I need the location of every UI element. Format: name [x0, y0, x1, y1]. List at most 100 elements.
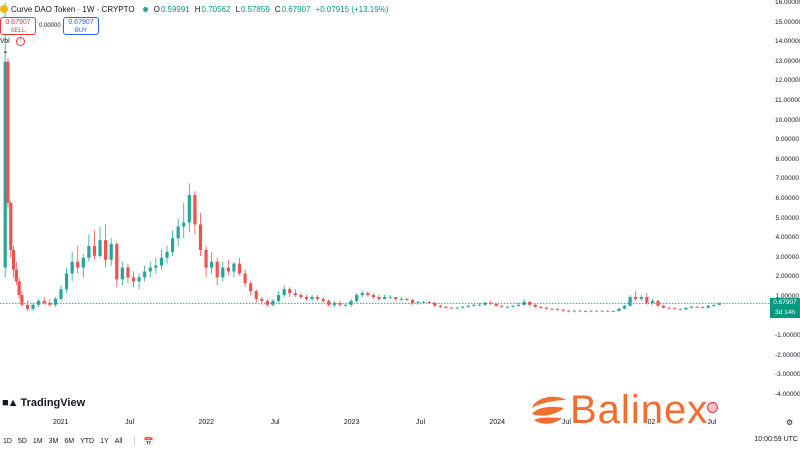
candle-body — [656, 300, 660, 306]
candle — [25, 300, 30, 311]
sell-button[interactable]: 0.67907 SELL — [0, 17, 36, 35]
candle — [198, 212, 203, 256]
candle — [561, 308, 565, 312]
candle-body — [115, 244, 119, 280]
candle-body — [483, 302, 487, 305]
candle-body — [544, 307, 549, 309]
candle — [717, 302, 721, 306]
candle-body — [299, 295, 303, 297]
candle — [405, 297, 409, 301]
candle-body — [472, 304, 476, 306]
candle — [399, 297, 403, 301]
candle-body — [11, 249, 16, 270]
curve-dao-token-icon — [0, 5, 8, 13]
candle-body — [120, 267, 124, 280]
range-ytd[interactable]: YTD — [80, 437, 95, 445]
candle — [304, 295, 309, 301]
range-all[interactable]: All — [114, 437, 123, 445]
candle — [237, 257, 242, 276]
symbol-title[interactable]: Curve DAO Token · 1W · CRYPTO — [11, 4, 135, 14]
candle-body — [221, 267, 225, 278]
candle-body — [343, 304, 348, 306]
buy-label: BUY — [74, 28, 88, 34]
price-tick-label: 12.00000 — [775, 77, 800, 85]
tradingview-logo[interactable]: ■▲ TradingView — [2, 397, 85, 409]
time-tick-label: Jul — [707, 419, 717, 426]
candle — [260, 297, 264, 305]
candle — [165, 246, 169, 264]
candle-body — [6, 61, 10, 203]
volume-label: Vol — [0, 38, 10, 45]
candle-body — [500, 305, 504, 307]
candle-body — [550, 308, 554, 310]
candle-body — [288, 289, 292, 294]
candle — [131, 271, 136, 288]
candle-body — [17, 281, 21, 296]
candle — [9, 200, 13, 258]
range-6m[interactable]: 6M — [64, 437, 75, 445]
bar-countdown: 3d 14h — [775, 309, 795, 316]
candle-body — [98, 240, 102, 256]
candle — [159, 249, 164, 270]
candle-body — [539, 306, 543, 308]
candle — [226, 259, 230, 276]
candle-body — [416, 301, 420, 303]
alert-bell-icon[interactable] — [707, 402, 718, 413]
candle-body — [583, 311, 588, 312]
range-1m[interactable]: 1M — [32, 437, 43, 445]
price-tick-label: -3.00000 — [775, 371, 800, 379]
candle — [104, 224, 108, 268]
candle — [115, 242, 119, 288]
candle-body — [14, 269, 18, 282]
range-1d[interactable]: 1D — [3, 437, 12, 445]
toolbar-divider — [134, 436, 136, 446]
candle-body — [321, 298, 325, 301]
candle-body — [383, 297, 387, 299]
candle — [20, 291, 24, 307]
volume-indicator[interactable]: Vol ! — [0, 37, 25, 46]
market-open-status-icon — [142, 6, 148, 12]
candle — [53, 297, 57, 307]
candle — [550, 307, 554, 311]
candle — [427, 300, 431, 304]
candle-body — [477, 304, 482, 306]
candle-body — [232, 263, 236, 272]
range-1y[interactable]: 1Y — [100, 437, 109, 445]
utc-clock[interactable]: 10:00:59 UTC — [754, 436, 798, 443]
candle — [366, 291, 370, 297]
candle — [572, 309, 576, 312]
range-5d[interactable]: 5D — [17, 437, 27, 445]
candle-body — [276, 295, 281, 301]
range-3m[interactable]: 3M — [48, 437, 59, 445]
chevron-up-icon[interactable]: ⌃ — [2, 50, 9, 59]
candle-body — [204, 249, 208, 268]
candle-body — [628, 297, 632, 306]
candle-body — [137, 277, 141, 282]
candle-body — [159, 257, 164, 266]
candle — [232, 261, 236, 278]
candle-body — [622, 305, 627, 309]
gear-icon[interactable]: ⚙ — [786, 418, 794, 427]
candle-body — [249, 283, 253, 292]
candle — [533, 303, 537, 308]
candle — [31, 302, 35, 311]
candle — [712, 304, 716, 307]
candle-body — [87, 246, 91, 258]
calendar-icon[interactable]: 📅 — [143, 436, 154, 446]
candle — [611, 310, 615, 312]
price-tick-label: 2.00000 — [775, 273, 800, 281]
warning-icon[interactable]: ! — [15, 37, 25, 46]
open-label: O — [153, 4, 160, 14]
candle — [299, 293, 303, 299]
candle — [92, 230, 97, 260]
candle — [494, 302, 498, 307]
candle — [282, 285, 286, 297]
candle — [37, 298, 41, 307]
buy-button[interactable]: 0.67907 BUY — [63, 17, 99, 35]
candle — [316, 295, 320, 301]
candle-body — [595, 310, 599, 312]
time-tick-label: 2024 — [489, 419, 505, 426]
candle-body — [304, 297, 309, 299]
candle-body — [645, 297, 649, 303]
